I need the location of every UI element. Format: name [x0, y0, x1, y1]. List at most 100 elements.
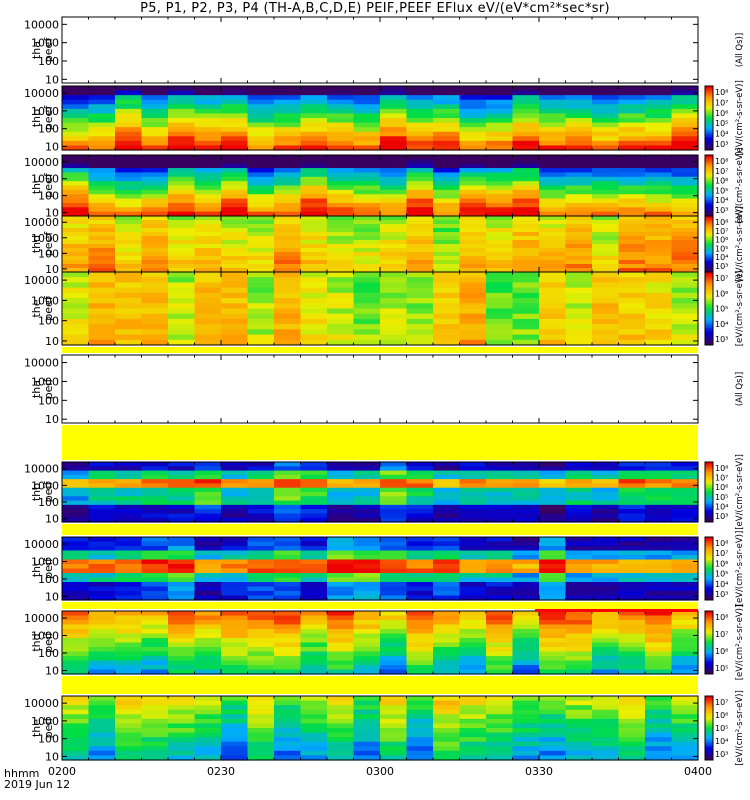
heatmap-cell — [62, 568, 90, 574]
heatmap-cell — [300, 131, 328, 137]
heatmap-cell — [221, 176, 249, 182]
heatmap-cell — [671, 633, 699, 639]
panel-ylabel-line2: peef — [42, 231, 55, 257]
heatmap-cell — [512, 303, 540, 310]
heatmap-cell — [168, 292, 196, 299]
heatmap-cell — [247, 462, 275, 467]
heatmap-cell — [671, 714, 699, 720]
heatmap-cell — [618, 741, 646, 747]
heatmap-cell — [247, 555, 275, 561]
heatmap-cell — [671, 140, 699, 147]
colorbar-cell — [705, 619, 713, 622]
colorbar-cell — [705, 541, 713, 544]
heatmap-cell — [539, 586, 567, 592]
heatmap-cell — [618, 513, 646, 519]
heatmap-cell — [141, 292, 169, 299]
heatmap-cell — [194, 550, 222, 556]
colorbar-cell — [705, 262, 713, 266]
heatmap-cell — [353, 236, 381, 241]
heatmap-cell — [300, 660, 328, 666]
heatmap-cell — [486, 629, 514, 635]
heatmap-cell — [671, 615, 699, 621]
colorbar-cell — [705, 644, 713, 648]
heatmap-cell — [433, 287, 461, 294]
colorbar-tick-label: 10⁴ — [715, 737, 728, 746]
heatmap-cell — [671, 479, 699, 485]
heatmap-cell — [459, 504, 487, 510]
heatmap-cell — [671, 122, 699, 128]
colorbar-cell — [705, 216, 713, 219]
colorbar-cell — [705, 710, 713, 714]
heatmap-cell — [671, 318, 699, 325]
heatmap-cell — [406, 277, 434, 284]
heatmap-cell — [247, 181, 275, 187]
heatmap-cell — [115, 256, 143, 261]
heatmap-cell — [221, 104, 249, 110]
heatmap-cell — [645, 95, 673, 101]
heatmap-cell — [247, 487, 275, 493]
heatmap-cell — [353, 90, 381, 96]
heatmap-cell — [512, 127, 540, 133]
colorbar-cell — [705, 650, 713, 654]
heatmap-cell — [168, 264, 196, 269]
heatmap-cell — [221, 329, 249, 336]
heatmap-cell — [247, 168, 275, 174]
heatmap-cell — [645, 466, 673, 472]
panel-ylabel-line2: peif — [42, 631, 55, 653]
heatmap-cell — [486, 176, 514, 182]
heatmap-cell — [433, 577, 461, 583]
colorbar-tick-label: 10⁶ — [715, 711, 728, 720]
heatmap-cell — [433, 244, 461, 249]
heatmap-cell — [380, 95, 408, 101]
y-tick-label: 10 — [45, 513, 59, 526]
heatmap-cell — [141, 723, 169, 729]
heatmap-cell — [168, 232, 196, 237]
heatmap-cell — [194, 308, 222, 315]
heatmap-cell — [194, 185, 222, 191]
heatmap-cell — [327, 292, 355, 299]
heatmap-cell — [459, 513, 487, 519]
heatmap-cell — [565, 541, 593, 547]
heatmap-cell — [62, 122, 90, 128]
heatmap-cell — [406, 104, 434, 110]
heatmap-cell — [565, 620, 593, 626]
heatmap-cell — [168, 113, 196, 119]
heatmap-cell — [592, 240, 620, 245]
heatmap-cell — [645, 555, 673, 561]
heatmap-cell — [565, 334, 593, 341]
heatmap-cell — [221, 483, 249, 489]
heatmap-cell — [221, 582, 249, 588]
heatmap-cell — [88, 220, 116, 225]
heatmap-cell — [327, 732, 355, 738]
heatmap-cell — [512, 656, 540, 662]
heatmap-cell — [353, 755, 381, 761]
heatmap-cell — [221, 207, 249, 213]
heatmap-cell — [194, 113, 222, 119]
colorbar-tick-label: 10⁶ — [715, 177, 728, 186]
heatmap-cell — [247, 224, 275, 229]
heatmap-cell — [327, 248, 355, 253]
heatmap-cell — [353, 611, 381, 617]
heatmap-cell — [194, 696, 222, 702]
colorbar-cell — [705, 109, 713, 113]
colorbar-cell — [705, 464, 713, 467]
heatmap-cell — [539, 541, 567, 547]
heatmap-cell — [565, 615, 593, 621]
heatmap-cell — [433, 462, 461, 467]
colorbar-cell — [705, 562, 713, 565]
colorbar-tick-label: 10⁵ — [715, 305, 728, 314]
heatmap-cell — [221, 611, 249, 617]
heatmap-cell — [194, 737, 222, 743]
heatmap-cell — [618, 696, 646, 702]
heatmap-cell — [168, 709, 196, 715]
heatmap-cell — [300, 591, 328, 597]
heatmap-cell — [592, 696, 620, 702]
heatmap-cell — [406, 122, 434, 128]
heatmap-cell — [168, 624, 196, 630]
colorbar-cell — [705, 183, 713, 186]
heatmap-cell — [88, 496, 116, 502]
heatmap-cell — [512, 95, 540, 101]
heatmap-cell — [671, 741, 699, 747]
heatmap-cell — [221, 741, 249, 747]
heatmap-cell — [221, 136, 249, 142]
